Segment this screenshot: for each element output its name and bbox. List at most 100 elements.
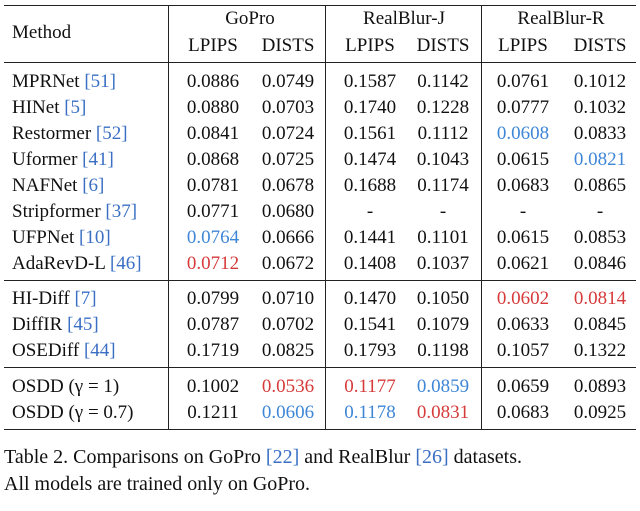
value-cell: 0.1198 [417,340,469,361]
value-cell: 0.0845 [573,314,627,335]
caption-text: [26] [415,446,449,468]
value-cell: 0.0771 [186,201,240,222]
header-metric: LPIPS [498,35,548,56]
citation: [44] [83,340,116,361]
value-cell: 0.1178 [344,402,396,423]
rule [4,280,636,281]
value-cell: 0.1793 [343,340,397,361]
value-cell: 0.0777 [496,97,550,118]
value-cell: 0.1211 [187,402,239,423]
value-cell: 0.0893 [573,376,627,397]
caption-text: Table 2. Comparisons on GoPro [4,446,266,468]
value-cell: 0.0725 [261,149,315,170]
value-cell: 0.1012 [573,71,627,92]
citation: [52] [95,123,128,144]
header-metric: DISTS [261,35,315,56]
method-cell: HI-Diff [7] [12,288,97,310]
value-cell: 0.0814 [573,288,627,309]
col-divider [168,5,169,429]
value-cell: 0.0666 [261,227,315,248]
value-cell: 0.0608 [496,123,550,144]
caption-text: and RealBlur [299,446,416,468]
citation: [41] [82,149,114,170]
value-cell: 0.0749 [261,71,315,92]
method-cell: AdaRevD-L [46] [12,253,142,275]
value-cell: 0.1177 [344,376,396,397]
method-cell: Uformer [41] [12,149,114,171]
value-cell: 0.0799 [186,288,240,309]
value-cell: 0.1561 [343,123,397,144]
rule [4,429,636,430]
caption-line: Table 2. Comparisons on GoPro [22] and R… [4,446,522,468]
value-cell: 0.0606 [261,402,315,423]
value-cell: 0.1408 [343,253,397,274]
value-cell: 0.1441 [343,227,397,248]
value-cell: 0.0764 [186,227,240,248]
method-name: OSEDiff [12,340,80,361]
method-name: HINet [12,97,60,118]
method-cell: UFPNet [10] [12,227,111,249]
citation: [6] [82,175,105,196]
col-divider [325,5,326,429]
value-cell: 0.0703 [261,97,315,118]
value-cell: 0.0680 [261,201,315,222]
citation: [46] [109,253,142,274]
rule [4,367,636,368]
value-cell: 0.1112 [417,123,469,144]
method-name: OSDD (γ = 1) [12,376,120,397]
method-cell: DiffIR [45] [12,314,99,336]
col-divider [481,5,482,429]
value-cell: - [439,201,447,222]
value-cell: 0.1142 [417,71,469,92]
value-cell: 0.0886 [186,71,240,92]
value-cell: 0.1043 [416,149,470,170]
citation: [5] [64,97,87,118]
value-cell: 0.1174 [417,175,469,196]
value-cell: 0.1541 [343,314,397,335]
value-cell: 0.1002 [186,376,240,397]
value-cell: 0.0781 [186,175,240,196]
method-cell: Restormer [52] [12,123,128,145]
method-name: Stripformer [12,201,101,222]
value-cell: 0.0621 [496,253,550,274]
method-name: UFPNet [12,227,75,248]
method-cell: NAFNet [6] [12,175,104,197]
value-cell: 0.1228 [416,97,470,118]
value-cell: 0.0868 [186,149,240,170]
value-cell: 0.0880 [186,97,240,118]
method-cell: HINet [5] [12,97,86,119]
header-group: RealBlur-R [517,8,605,29]
header-method: Method [12,22,72,43]
header-metric: LPIPS [345,35,395,56]
header-metric: DISTS [416,35,470,56]
citation: [37] [105,201,138,222]
value-cell: 0.0659 [496,376,550,397]
method-name: NAFNet [12,175,78,196]
value-cell: 0.0825 [261,340,315,361]
value-cell: 0.1037 [416,253,470,274]
value-cell: 0.1032 [573,97,627,118]
value-cell: 0.0633 [496,314,550,335]
method-cell: OSDD (γ = 1) [12,376,119,398]
caption-text: All models are trained only on GoPro. [4,473,311,495]
rule [4,5,636,6]
value-cell: 0.0683 [496,175,550,196]
method-cell: Stripformer [37] [12,201,137,223]
value-cell: 0.0710 [261,288,315,309]
value-cell: - [596,201,604,222]
value-cell: 0.0841 [186,123,240,144]
value-cell: 0.1057 [496,340,550,361]
value-cell: 0.0787 [186,314,240,335]
header-group: RealBlur-J [363,8,445,29]
citation: [51] [84,71,116,92]
method-name: HI-Diff [12,288,70,309]
value-cell: 0.0536 [261,376,315,397]
value-cell: 0.1101 [417,227,469,248]
value-cell: 0.0615 [496,227,550,248]
method-name: Uformer [12,149,78,170]
citation: [7] [74,288,97,309]
citation: [10] [79,227,111,248]
method-cell: MPRNet [51] [12,71,116,93]
value-cell: - [519,201,527,222]
